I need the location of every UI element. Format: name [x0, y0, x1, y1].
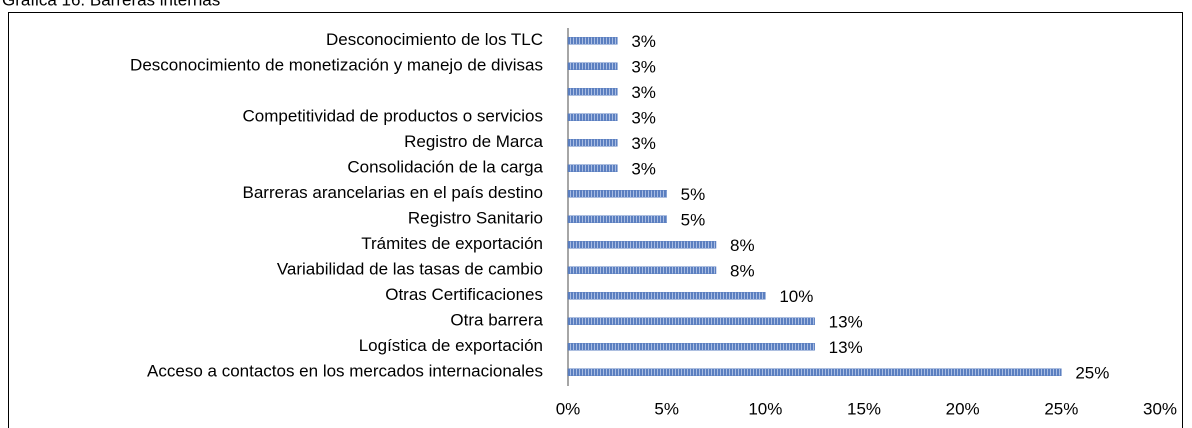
chart-title: Gráfica 16. Barreras internas — [2, 0, 220, 9]
bar — [567, 139, 618, 147]
data-label: 10% — [779, 287, 813, 306]
bar — [567, 37, 618, 45]
y-tick-label: Otras Certificaciones — [385, 285, 543, 304]
bar — [567, 241, 717, 249]
data-label: 3% — [631, 109, 656, 128]
bar — [567, 190, 667, 198]
data-label: 5% — [681, 185, 706, 204]
data-label: 3% — [631, 58, 656, 77]
y-tick-label: Registro de Marca — [404, 132, 543, 151]
x-tick-label: 5% — [654, 399, 679, 418]
bar — [567, 343, 815, 351]
y-tick-label: Desconocimiento de monetización y manejo… — [130, 56, 543, 75]
data-label: 13% — [829, 313, 863, 332]
x-tick-label: 30% — [1143, 399, 1177, 418]
data-label: 3% — [631, 32, 656, 51]
x-tick-label: 15% — [847, 399, 881, 418]
y-tick-label: Trámites de exportación — [361, 234, 543, 253]
bar — [567, 368, 1062, 376]
bar — [567, 266, 717, 274]
bar — [567, 292, 766, 300]
x-tick-label: 10% — [748, 399, 782, 418]
bar — [567, 62, 618, 70]
bar — [567, 164, 618, 172]
bar — [567, 317, 815, 325]
bar — [567, 88, 618, 96]
data-label: 3% — [631, 83, 656, 102]
y-tick-label: Acceso a contactos en los mercados inter… — [147, 362, 543, 381]
y-tick-label: Consolidación de la carga — [347, 158, 543, 177]
x-tick-label: 0% — [556, 399, 581, 418]
data-label: 25% — [1075, 364, 1109, 383]
x-tick-label: 20% — [946, 399, 980, 418]
y-tick-label: Logística de exportación — [359, 336, 543, 355]
y-tick-label: Otra barrera — [450, 311, 543, 330]
data-label: 8% — [730, 236, 755, 255]
y-tick-label: Registro Sanitario — [408, 209, 543, 228]
data-label: 13% — [829, 338, 863, 357]
bar — [567, 113, 618, 121]
y-tick-label: Barreras arancelarias en el país destino — [243, 183, 544, 202]
data-label: 3% — [631, 160, 656, 179]
chart-frame — [8, 12, 1183, 428]
bar — [567, 215, 667, 223]
y-tick-label: Desconocimiento de los TLC — [326, 30, 543, 49]
data-label: 3% — [631, 134, 656, 153]
y-tick-label: Competitividad de productos o servicios — [243, 107, 543, 126]
data-label: 5% — [681, 211, 706, 230]
data-label: 8% — [730, 262, 755, 281]
y-tick-label: Variabilidad de las tasas de cambio — [277, 260, 543, 279]
x-tick-label: 25% — [1044, 399, 1078, 418]
